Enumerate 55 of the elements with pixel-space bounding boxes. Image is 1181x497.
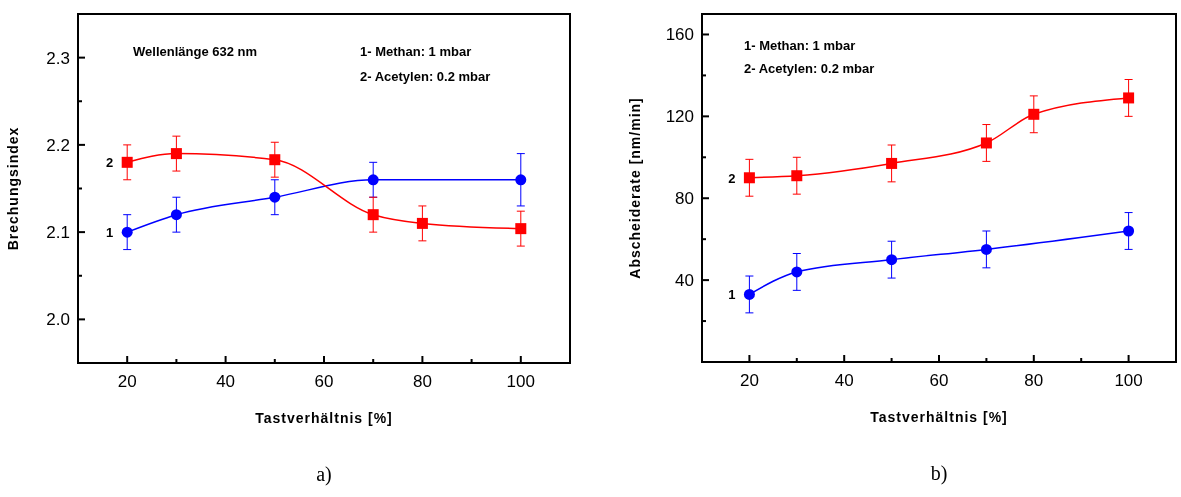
x-tick-label: 20 (117, 372, 137, 391)
annotation: Wellenlänge 632 nm (133, 44, 258, 59)
point (1028, 108, 1040, 120)
x-tick-label: 100 (1114, 371, 1143, 390)
annotation: 2- Acetylen: 0.2 mbar (744, 61, 875, 76)
x-tick-label: 20 (739, 371, 759, 390)
point (886, 157, 898, 169)
point (269, 154, 281, 166)
series-label: 2 (728, 170, 736, 186)
point (121, 226, 133, 238)
point (743, 288, 755, 300)
series-label: 1 (105, 225, 114, 241)
y-tick-label: 80 (675, 189, 694, 209)
text: a) (316, 463, 332, 486)
series-label: 2 (105, 155, 114, 171)
point (791, 266, 803, 278)
point (886, 254, 898, 266)
point (1123, 225, 1135, 237)
text: b) (930, 462, 948, 485)
point (515, 223, 527, 235)
x-tick-label: 60 (929, 371, 949, 390)
point (1123, 92, 1135, 104)
y-tick-label: 160 (665, 25, 694, 45)
point (980, 137, 992, 149)
x-tick-label: 100 (506, 372, 535, 391)
x-tick-label: 80 (1024, 371, 1044, 390)
x-axis-title: Tastverhältnis [%] (255, 410, 393, 426)
annotation: 1- Methan: 1 mbar (744, 38, 856, 53)
y-tick-label: 2.2 (46, 135, 70, 155)
y-axis-title: Abscheiderate [nm/min] (627, 97, 643, 279)
point (791, 170, 803, 182)
point (743, 172, 755, 184)
y-tick-label: 2.3 (46, 48, 70, 68)
y-tick-label: 2.1 (46, 223, 70, 243)
point (170, 209, 182, 221)
point (367, 174, 379, 186)
point (416, 217, 428, 229)
x-tick-label: 40 (834, 371, 854, 390)
text: 2.0 (46, 310, 70, 330)
x-tick-label: 40 (216, 372, 236, 391)
x-tick-label: 60 (314, 372, 334, 391)
point (980, 243, 992, 255)
point (367, 209, 379, 221)
series-label: 1 (728, 287, 736, 303)
y-tick-label: 40 (675, 271, 694, 291)
point (121, 156, 133, 168)
y-tick-label: 120 (665, 107, 694, 127)
x-axis-title: Tastverhältnis [%] (870, 409, 1008, 425)
point (170, 148, 182, 160)
annotation: 2- Acetylen: 0.2 mbar (360, 69, 491, 84)
point (515, 174, 527, 186)
point (269, 191, 281, 203)
annotation: 1- Methan: 1 mbar (360, 44, 472, 59)
y-axis-title: Brechungsindex (5, 126, 21, 251)
x-tick-label: 80 (412, 372, 432, 391)
